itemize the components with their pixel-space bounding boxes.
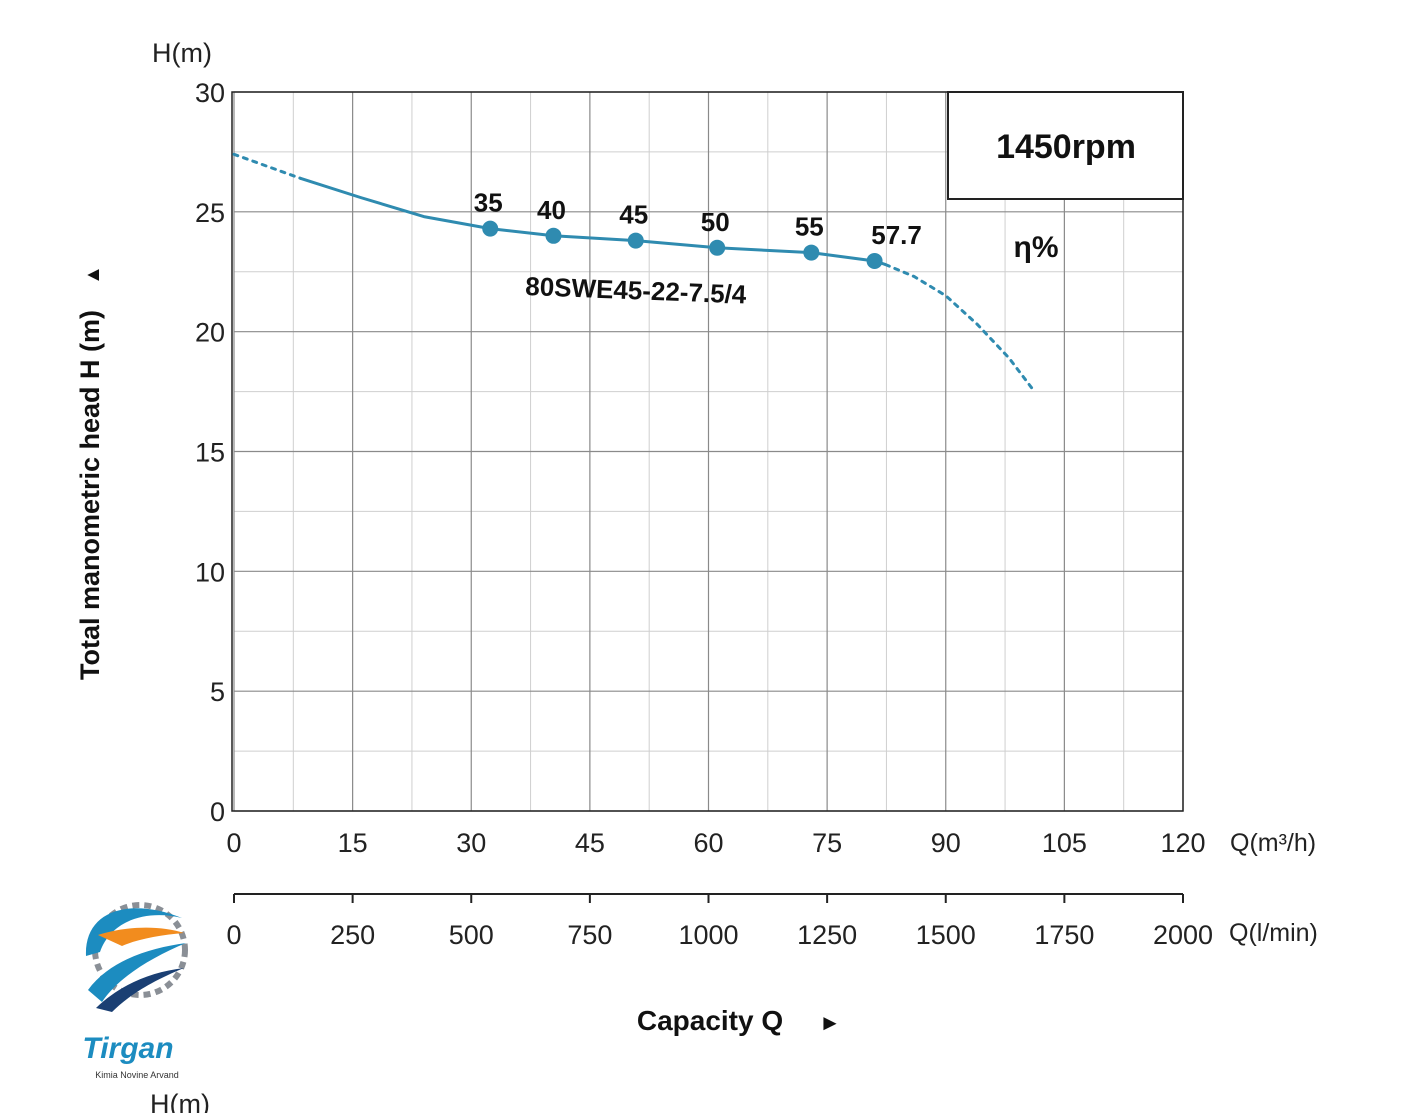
efficiency-point-label: 50 [701,207,730,237]
logo-swoosh-blue-2 [88,943,186,1002]
y-tick-label: 5 [210,677,225,707]
x2-tick-label: 1500 [916,920,976,950]
x-tick-label: 105 [1042,828,1087,858]
y-unit-label: H(m) [152,38,212,68]
efficiency-point [482,220,499,237]
speed-label: 1450rpm [996,128,1136,166]
efficiency-point [803,244,820,261]
efficiency-point [709,239,726,256]
x-tick-label: 30 [456,828,486,858]
logo-tagline: Kimia Novine Arvand [95,1070,179,1080]
series-label: 80SWE45-22-7.5/4 [525,271,748,309]
x2-tick-label: 2000 [1153,920,1213,950]
x-tick-label: 120 [1160,828,1205,858]
logo-swoosh-orange [98,927,184,946]
y-axis-title: Total manometric head H (m) [75,310,105,680]
x2-tick-label: 1000 [678,920,738,950]
efficiency-point-label: 45 [619,200,648,230]
y-tick-label: 0 [210,797,225,827]
speed-box [947,91,1184,200]
efficiency-point [866,252,883,269]
x-axis-arrow: ► [819,1010,841,1035]
plot-frame [231,91,1184,812]
logo-swoosh-dark [96,968,184,1012]
x2-tick-label: 0 [226,920,241,950]
x-tick-label: 45 [575,828,605,858]
efficiency-point-label: 57.7 [871,220,922,250]
cropped-next-chart-label: H(m) [150,1089,210,1113]
y-tick-label: 10 [195,557,225,587]
tirgan-logo: Tirgan Kimia Novine Arvand [82,902,188,1080]
pump-curve: 35 40 45 50 55 57.7 [232,152,1035,391]
efficiency-label: η% [1014,231,1059,264]
x2-tick-label: 1250 [797,920,857,950]
gear-icon [92,902,188,998]
y-tick-label: 20 [195,318,225,348]
efficiency-point [545,227,562,244]
x-tick-label: 0 [226,828,241,858]
x-axis-label: Capacity Q [637,1005,783,1036]
y-tick-label: 25 [195,198,225,228]
y-tick-label: 30 [195,78,225,108]
y-axis-arrow: ▲ [82,265,104,285]
efficiency-point-label: 40 [537,195,566,225]
x2-unit-label: Q(l/min) [1229,919,1318,947]
x-tick-labels: 0 15 30 45 60 75 90 105 120 [226,828,1205,858]
x2-tick-label: 1750 [1034,920,1094,950]
y-tick-labels: 0 5 10 15 20 25 30 [195,78,225,827]
x2-tick-label: 500 [449,920,494,950]
efficiency-point-label: 35 [474,188,503,218]
curve-solid [299,176,887,267]
x2-tick-label: 250 [330,920,375,950]
x-tick-label: 90 [931,828,961,858]
logo-swoosh-blue [85,908,182,956]
logo-wordmark: Tirgan [82,1032,173,1065]
curve-dashed-end [884,263,1035,391]
efficiency-point [627,232,644,249]
y-axis-label: Total manometric head H (m) [75,310,105,680]
x2-tick-labels: 0 250 500 750 1000 1250 1500 1750 2000 [226,894,1213,950]
y-tick-label: 15 [195,438,225,468]
x-tick-label: 75 [812,828,842,858]
x-unit-label: Q(m³/h) [1230,829,1316,857]
efficiency-point-label: 55 [795,212,824,242]
x-tick-label: 60 [693,828,723,858]
x-tick-label: 15 [338,828,368,858]
x2-tick-label: 750 [567,920,612,950]
curve-dashed-start [232,152,302,180]
